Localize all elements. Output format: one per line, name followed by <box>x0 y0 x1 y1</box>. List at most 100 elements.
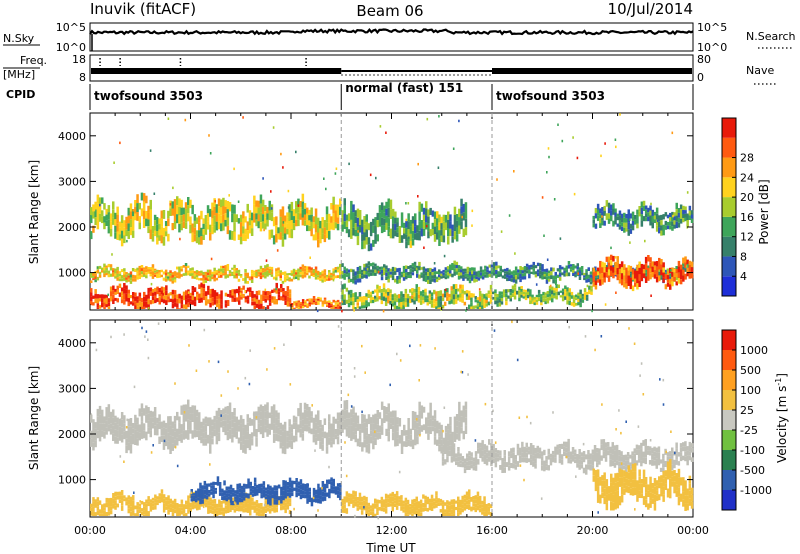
range-cell <box>486 266 489 270</box>
range-cell <box>246 281 249 284</box>
range-cell <box>239 275 243 278</box>
range-cell <box>156 273 159 276</box>
range-cell <box>208 490 211 494</box>
range-cell <box>487 503 491 506</box>
range-cell <box>178 507 181 512</box>
range-cell <box>114 276 117 279</box>
sparse-cell <box>132 209 134 212</box>
range-cell <box>684 268 687 272</box>
range-cell <box>215 410 219 420</box>
range-cell <box>222 511 225 516</box>
range-cell <box>255 303 259 308</box>
range-cell <box>409 434 413 441</box>
range-cell <box>420 425 424 432</box>
range-cell <box>653 219 657 223</box>
range-cell <box>249 493 252 500</box>
range-cell <box>223 480 226 486</box>
range-cell <box>496 297 499 301</box>
range-cell <box>400 307 403 309</box>
range-cell <box>444 267 448 271</box>
range-cell <box>173 276 177 280</box>
range-cell <box>613 450 617 457</box>
range-cell <box>94 209 97 218</box>
range-cell <box>256 488 259 492</box>
range-cell <box>642 269 646 274</box>
range-cell <box>531 297 534 301</box>
range-cell <box>202 292 206 297</box>
range-cell <box>98 500 102 505</box>
range-cell <box>428 293 432 298</box>
range-cell <box>484 274 487 278</box>
sparse-cell <box>361 344 363 348</box>
range-cell <box>264 211 267 218</box>
range-cell <box>92 434 95 443</box>
range-cell <box>409 504 412 507</box>
range-cell <box>551 450 555 455</box>
range-cell <box>447 236 450 245</box>
range-cell <box>158 270 161 273</box>
range-cell <box>444 273 448 277</box>
range-cell <box>365 293 368 297</box>
range-cell <box>270 271 274 275</box>
range-cell <box>341 294 344 300</box>
range-cell <box>303 409 307 417</box>
range-cell <box>427 419 430 427</box>
range-cell <box>253 477 257 483</box>
range-cell <box>468 499 471 505</box>
range-cell <box>321 424 324 432</box>
range-cell <box>552 267 555 272</box>
range-cell <box>391 491 394 497</box>
range-cell <box>238 497 242 503</box>
range-cell <box>442 437 446 445</box>
sparse-cell <box>133 491 135 494</box>
range-cell <box>671 281 674 287</box>
range-cell <box>367 512 370 516</box>
range-cell <box>564 285 567 290</box>
sparse-cell <box>500 230 503 233</box>
range-cell <box>107 298 111 303</box>
range-cell <box>134 429 137 438</box>
sparse-cell <box>282 166 284 169</box>
range-cell <box>438 437 441 445</box>
range-cell <box>655 480 659 486</box>
range-cell <box>286 442 289 449</box>
range-cell <box>391 216 395 224</box>
range-cell <box>264 500 267 505</box>
range-cell <box>354 307 357 309</box>
range-cell <box>145 218 148 227</box>
range-cell <box>253 491 257 497</box>
range-cell <box>288 419 291 427</box>
range-cell <box>341 415 344 422</box>
range-cell <box>164 440 168 447</box>
range-cell <box>253 270 256 273</box>
range-cell <box>627 209 630 216</box>
sparse-cell <box>263 503 266 507</box>
range-cell <box>162 236 166 246</box>
range-cell <box>301 305 305 309</box>
range-cell <box>264 298 267 303</box>
range-cell <box>374 503 377 509</box>
range-cell <box>671 221 674 226</box>
range-cell <box>123 495 126 499</box>
range-cell <box>671 276 674 282</box>
range-cell <box>187 213 190 222</box>
range-cell <box>376 410 379 418</box>
range-cell <box>203 489 207 495</box>
range-cell <box>383 212 386 219</box>
range-cell <box>454 284 458 289</box>
range-cell <box>235 431 238 439</box>
range-cell <box>103 267 106 271</box>
range-cell <box>599 494 602 504</box>
range-cell <box>213 290 217 295</box>
range-cell <box>149 219 152 230</box>
range-cell <box>268 294 272 299</box>
range-cell <box>105 497 108 503</box>
range-cell <box>460 198 463 207</box>
range-cell <box>666 452 670 457</box>
sparse-cell <box>494 441 497 444</box>
range-cell <box>660 269 663 276</box>
range-cell <box>301 412 305 420</box>
range-cell <box>272 217 276 227</box>
range-cell <box>165 285 168 291</box>
